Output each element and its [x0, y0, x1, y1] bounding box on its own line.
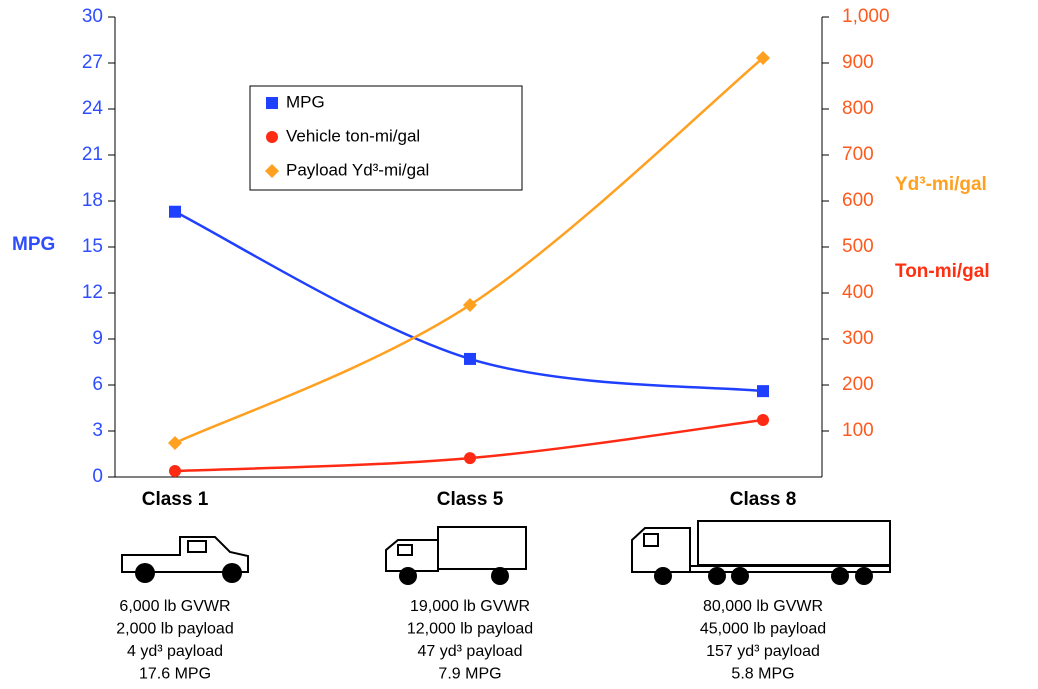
marker — [463, 298, 477, 312]
y2-tick-label: 1,000 — [842, 6, 890, 27]
marker — [757, 414, 769, 426]
y-tick-label: 12 — [82, 282, 103, 303]
y2-tick-label: 300 — [842, 328, 874, 349]
y-tick-label: 30 — [82, 6, 103, 27]
category-detail: 19,000 lb GVWR — [410, 598, 530, 615]
legend-label: Payload Yd³-mi/gal — [286, 160, 429, 179]
marker — [757, 385, 769, 397]
y-tick-label: 27 — [82, 52, 103, 73]
chart: MPG Yd³-mi/gal Ton-mi/gal 0 3 6 9 12 15 18 21 24… — [0, 0, 1038, 689]
y2-tick-label: 700 — [842, 144, 874, 165]
y2-axis-label: Ton-mi/gal — [895, 261, 990, 282]
category-detail: 17.6 MPG — [139, 666, 211, 683]
category-detail: 7.9 MPG — [438, 666, 501, 683]
category-detail: 45,000 lb payload — [700, 621, 826, 638]
y2-tick-label: 400 — [842, 282, 874, 303]
y2-tick-label: 500 — [842, 236, 874, 257]
category-detail: 157 yd³ payload — [706, 643, 820, 660]
category-detail: 4 yd³ payload — [127, 643, 223, 660]
y2-tick-label: 600 — [842, 190, 874, 211]
y2-tick-label: 200 — [842, 374, 874, 395]
y2-tick-label: 800 — [842, 98, 874, 119]
y-tick-label: 21 — [82, 144, 103, 165]
marker — [464, 353, 476, 365]
marker — [168, 436, 182, 450]
category-detail: 5.8 MPG — [731, 666, 794, 683]
y-tick-label: 15 — [82, 236, 103, 257]
y-tick-label: 24 — [82, 98, 104, 119]
pickup-icon — [122, 537, 248, 583]
marker — [464, 452, 476, 464]
y2-tick-label: 900 — [842, 52, 874, 73]
x-tick-label: Class 8 — [730, 489, 797, 510]
marker — [266, 97, 278, 109]
semi-truck-icon — [632, 521, 890, 585]
legend-label: MPG — [286, 92, 325, 111]
y-tick-label: 9 — [92, 328, 103, 349]
category-detail: 6,000 lb GVWR — [119, 598, 230, 615]
category-detail: 47 yd³ payload — [418, 643, 523, 660]
y-tick-label: 6 — [92, 374, 103, 395]
y-axis-label: MPG — [12, 234, 55, 255]
marker — [169, 206, 181, 218]
category-detail: 12,000 lb payload — [407, 621, 533, 638]
y2-tick-label: 100 — [842, 420, 874, 441]
box-truck-icon — [386, 527, 526, 585]
y-tick-label: 0 — [92, 466, 103, 487]
y-tick-label: 18 — [82, 190, 103, 211]
marker — [266, 131, 278, 143]
category-detail: 80,000 lb GVWR — [703, 598, 823, 615]
y2-axis-label: Yd³-mi/gal — [895, 174, 987, 195]
legend-label: Vehicle ton-mi/gal — [286, 126, 420, 145]
x-tick-label: Class 5 — [437, 489, 504, 510]
y-tick-label: 3 — [92, 420, 103, 441]
category-detail: 2,000 lb payload — [116, 621, 233, 638]
x-tick-label: Class 1 — [142, 489, 209, 510]
marker — [169, 465, 181, 477]
